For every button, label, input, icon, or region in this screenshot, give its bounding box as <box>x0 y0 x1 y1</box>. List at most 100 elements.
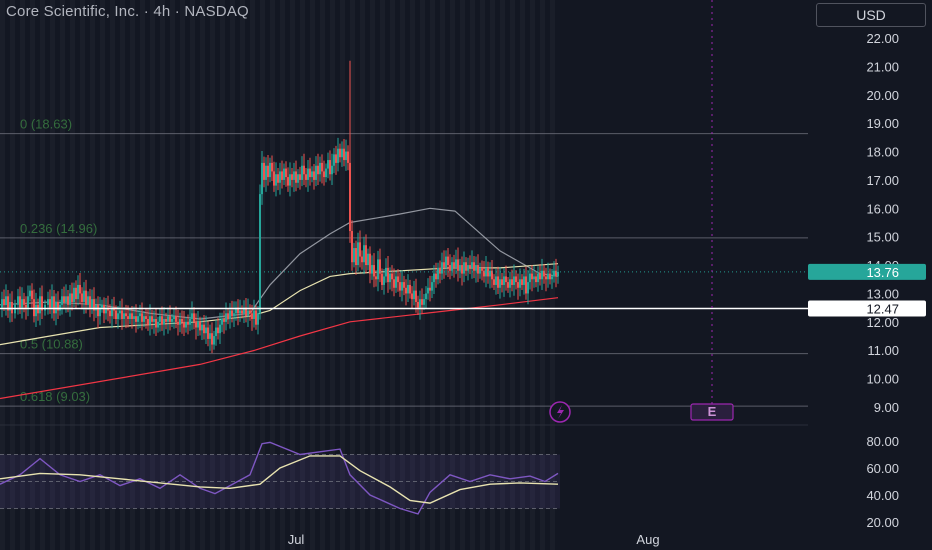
candle-body <box>233 313 235 317</box>
candle-body <box>473 262 475 271</box>
candle-body <box>339 148 341 158</box>
candle-body <box>463 262 465 274</box>
candle-body <box>529 273 531 283</box>
candle-body <box>145 316 147 320</box>
candle-body <box>547 273 549 280</box>
candle-body <box>553 270 555 277</box>
candle-body <box>355 248 357 266</box>
candle-body <box>387 267 389 283</box>
candle-body <box>59 304 61 311</box>
candle-body <box>61 296 63 305</box>
candle-body <box>185 321 187 328</box>
candle-body <box>437 267 439 280</box>
candle-body <box>383 276 385 285</box>
candle-body <box>297 174 299 183</box>
candle-body <box>515 276 517 283</box>
candle-body <box>549 273 551 280</box>
candle-body <box>67 296 69 305</box>
candle-body <box>27 296 29 308</box>
stripe <box>130 0 135 550</box>
candle-body <box>357 242 359 266</box>
candle-body <box>21 299 23 308</box>
candle-body <box>277 174 279 183</box>
stripe <box>140 0 145 550</box>
candle-body <box>1 299 3 308</box>
candle-body <box>551 276 553 280</box>
candle-body <box>393 279 395 288</box>
stripe <box>240 0 245 550</box>
candle-body <box>249 310 251 314</box>
candle-body <box>41 296 43 311</box>
candle-body <box>331 165 333 175</box>
candle-body <box>157 321 159 328</box>
candle-body <box>481 267 483 271</box>
price-tick-label: 12.00 <box>866 315 899 330</box>
candle-body <box>351 231 353 263</box>
candle-body <box>79 284 81 294</box>
candle-body <box>229 310 231 320</box>
candle-body <box>435 273 437 280</box>
candle-body <box>391 273 393 280</box>
candle-body <box>209 333 211 339</box>
candle-body <box>287 177 289 186</box>
candle-body <box>537 273 539 283</box>
candle-body <box>35 304 37 317</box>
candle-body <box>161 316 163 325</box>
candle-body <box>479 267 481 274</box>
stripe <box>300 0 305 550</box>
candle-body <box>397 276 399 283</box>
candle-body <box>343 148 345 161</box>
earnings-marker <box>690 403 734 421</box>
earnings-label: E <box>708 404 717 419</box>
stripe <box>20 0 25 550</box>
stripe <box>270 0 275 550</box>
candle-body <box>131 313 133 320</box>
stripe <box>190 0 195 550</box>
candle-body <box>141 313 143 322</box>
candle-body <box>367 253 369 266</box>
candle-body <box>207 327 209 339</box>
price-tick-label: 17.00 <box>866 173 899 188</box>
stripe <box>410 0 415 550</box>
candle-body <box>159 316 161 322</box>
candle-body <box>543 270 545 277</box>
price-axis[interactable]: 9.0010.0011.0012.0013.0014.0015.0016.001… <box>808 28 932 550</box>
candle-body <box>183 321 185 328</box>
candle-body <box>221 319 223 325</box>
candle-body <box>153 319 155 322</box>
candle-body <box>509 279 511 288</box>
candle-body <box>85 290 87 305</box>
candle-body <box>295 171 297 183</box>
candle-body <box>111 307 113 317</box>
candle-body <box>443 262 445 268</box>
candle-body <box>261 162 263 195</box>
candle-body <box>23 299 25 305</box>
candle-body <box>535 276 537 283</box>
last-price-badge <box>808 263 926 280</box>
candle-body <box>3 299 5 305</box>
candle-body <box>441 262 443 274</box>
candle-body <box>281 171 283 180</box>
candle-body <box>503 276 505 285</box>
candle-body <box>335 154 337 163</box>
candle-body <box>119 310 121 314</box>
time-axis[interactable]: Jul Aug <box>288 532 660 547</box>
candle-body <box>189 319 191 325</box>
chart-overlay: E <box>0 0 808 423</box>
candle-body <box>195 321 197 328</box>
candle-body <box>299 174 301 180</box>
rsi-tick-label: 80.00 <box>866 434 899 449</box>
price-tick-label: 9.00 <box>874 400 899 415</box>
candle-body <box>413 290 415 300</box>
candle-body <box>451 262 453 271</box>
stripe <box>290 0 295 550</box>
candle-body <box>215 327 217 337</box>
candle-body <box>517 282 519 288</box>
price-tick-label: 20.00 <box>866 88 899 103</box>
currency-button[interactable]: USD <box>816 3 926 27</box>
candle-body <box>65 296 67 302</box>
stripe <box>80 0 85 550</box>
candle-body <box>285 168 287 178</box>
candle-body <box>521 279 523 285</box>
